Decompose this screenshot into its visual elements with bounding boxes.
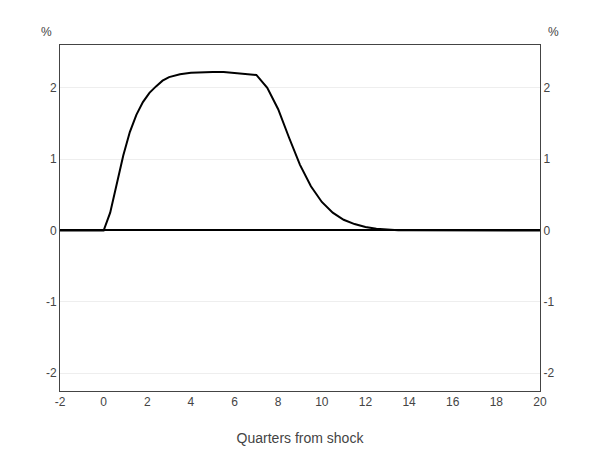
svg-text:Quarters from shock: Quarters from shock <box>237 430 365 446</box>
svg-text:-2: -2 <box>46 366 57 380</box>
svg-text:2: 2 <box>543 81 550 95</box>
svg-text:-2: -2 <box>55 395 66 409</box>
svg-text:%: % <box>41 25 52 39</box>
svg-text:14: 14 <box>402 395 416 409</box>
svg-text:8: 8 <box>275 395 282 409</box>
svg-text:0: 0 <box>543 224 550 238</box>
svg-text:0: 0 <box>100 395 107 409</box>
svg-text:%: % <box>548 25 559 39</box>
svg-text:16: 16 <box>446 395 460 409</box>
svg-text:4: 4 <box>188 395 195 409</box>
svg-text:6: 6 <box>231 395 238 409</box>
svg-text:18: 18 <box>490 395 504 409</box>
svg-text:2: 2 <box>144 395 151 409</box>
svg-text:10: 10 <box>315 395 329 409</box>
svg-text:0: 0 <box>50 224 57 238</box>
svg-text:20: 20 <box>533 395 547 409</box>
svg-text:2: 2 <box>50 81 57 95</box>
svg-text:-2: -2 <box>543 366 554 380</box>
svg-text:1: 1 <box>50 152 57 166</box>
svg-text:12: 12 <box>359 395 373 409</box>
svg-text:-1: -1 <box>543 295 554 309</box>
svg-text:-1: -1 <box>46 295 57 309</box>
svg-text:1: 1 <box>543 152 550 166</box>
